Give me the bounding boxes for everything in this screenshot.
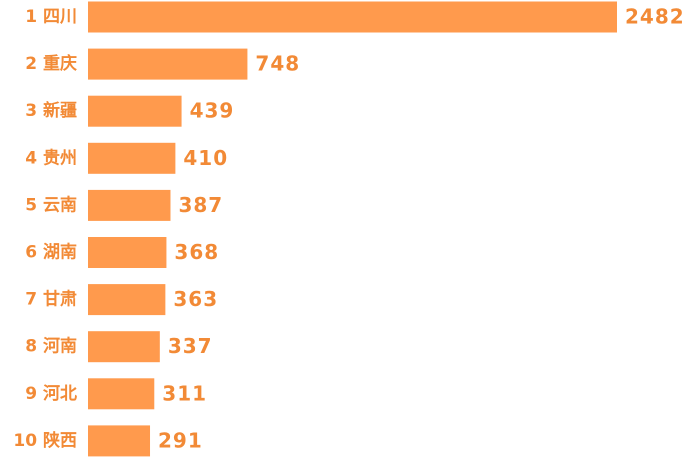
bar — [88, 1, 617, 33]
value-label: 368 — [174, 240, 219, 264]
bar — [88, 237, 167, 268]
category-label: 9 河北 — [25, 384, 77, 404]
value-label: 748 — [255, 52, 300, 76]
category-label: 1 四川 — [25, 7, 77, 27]
bar — [88, 48, 248, 80]
value-label: 387 — [178, 193, 223, 217]
category-label: 3 新疆 — [25, 100, 77, 121]
bar — [88, 425, 151, 457]
bar — [88, 284, 166, 316]
value-label: 291 — [158, 428, 203, 452]
value-label: 439 — [190, 99, 235, 123]
bar — [88, 95, 182, 127]
bar — [88, 378, 155, 410]
category-label: 2 重庆 — [25, 53, 77, 74]
category-label: 6 湖南 — [25, 242, 77, 263]
bar — [88, 189, 171, 221]
value-label: 337 — [168, 334, 213, 358]
value-label: 410 — [183, 146, 228, 170]
category-label: 8 河南 — [25, 336, 77, 357]
bar — [88, 331, 160, 363]
value-label: 311 — [162, 381, 207, 405]
category-label: 7 甘肃 — [25, 289, 77, 310]
bar — [88, 142, 176, 174]
category-label: 10 陕西 — [13, 430, 77, 451]
value-label: 2482 — [625, 5, 685, 29]
category-label: 4 贵州 — [25, 147, 77, 168]
category-label: 5 云南 — [25, 194, 77, 215]
value-label: 363 — [173, 287, 218, 311]
